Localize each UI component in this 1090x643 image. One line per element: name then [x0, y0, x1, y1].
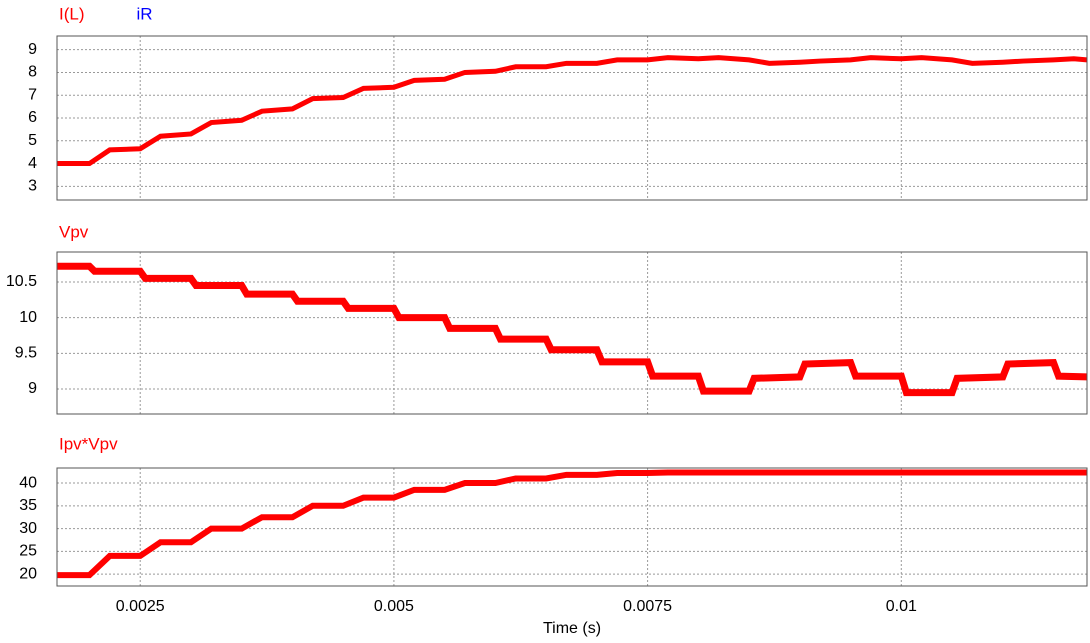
y-tick-label: 5	[28, 132, 37, 149]
x-tick-label: 0.01	[886, 598, 917, 615]
plot-frame	[56, 251, 1088, 415]
legend-label: I(L)	[59, 4, 85, 23]
y-tick-label: 10	[19, 309, 37, 326]
y-tick-label: 8	[28, 64, 37, 81]
legend-label: Ipv*Vpv	[59, 434, 118, 453]
x-tick-label: 0.0025	[116, 598, 165, 615]
y-tick-label: 6	[28, 109, 37, 126]
x-tick-label: 0.005	[374, 598, 414, 615]
legend-label: Vpv	[59, 222, 89, 241]
y-tick-label: 20	[19, 565, 37, 582]
plot-frame	[56, 35, 1088, 201]
y-tick-label: 9	[28, 41, 37, 58]
y-tick-label: 30	[19, 520, 37, 537]
series-line	[57, 469, 1087, 579]
x-axis-label: Time (s)	[543, 620, 601, 637]
legend-label: iR	[137, 4, 153, 23]
y-tick-label: 35	[19, 497, 37, 514]
plot-frame	[56, 467, 1088, 587]
y-tick-label: 3	[28, 178, 37, 195]
y-tick-label: 9	[28, 380, 37, 397]
y-tick-label: 40	[19, 474, 37, 491]
x-tick-label: 0.0075	[623, 598, 672, 615]
series-line	[57, 55, 1087, 167]
plot-area	[57, 252, 1087, 414]
y-tick-label: 9.5	[15, 345, 37, 362]
y-tick-label: 25	[19, 543, 37, 560]
y-tick-label: 10.5	[6, 273, 37, 290]
series-line	[57, 262, 1087, 397]
y-tick-label: 4	[28, 155, 37, 172]
y-tick-label: 7	[28, 86, 37, 103]
